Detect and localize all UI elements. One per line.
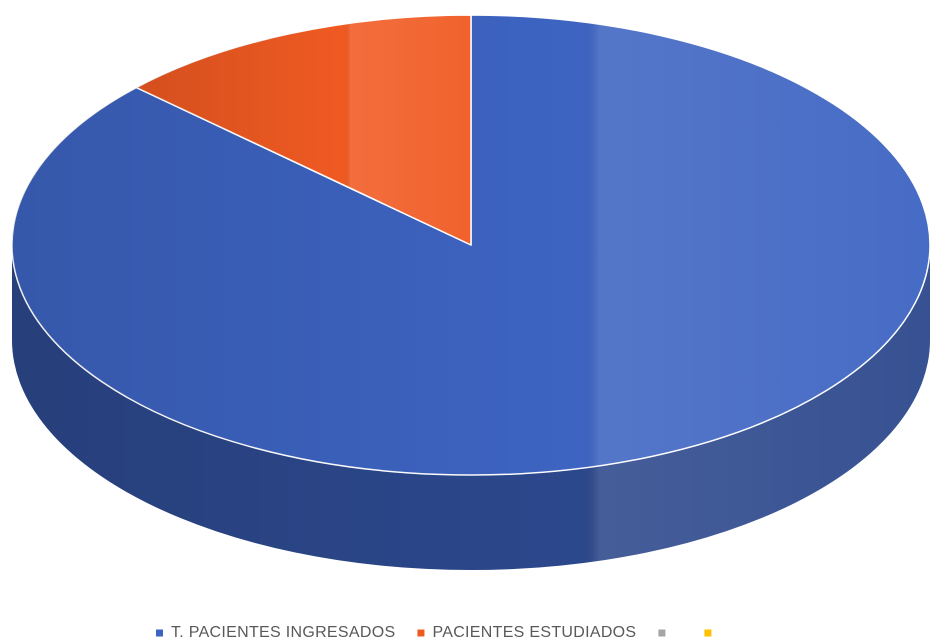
pie-side-shade — [12, 245, 930, 570]
legend-marker — [417, 629, 425, 637]
legend-label: T. PACIENTES INGRESADOS — [171, 624, 395, 641]
legend-marker — [658, 629, 666, 637]
pie-slice-shade — [136, 15, 472, 245]
legend-marker — [704, 629, 712, 637]
legend-marker — [156, 629, 163, 637]
legend-label: PACIENTES ESTUDIADOS — [432, 624, 636, 641]
